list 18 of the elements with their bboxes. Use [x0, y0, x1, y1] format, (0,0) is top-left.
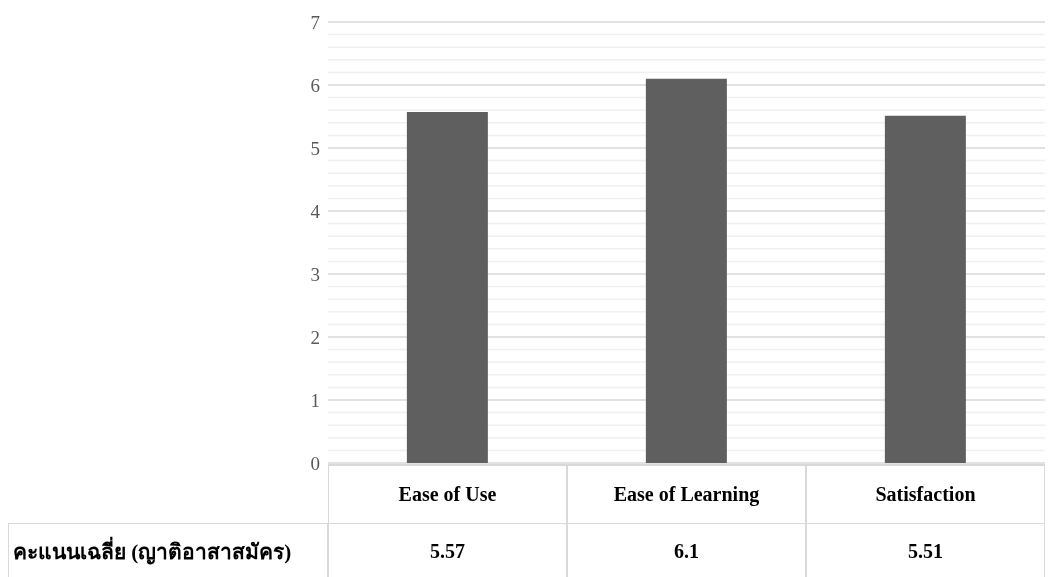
bar [406, 112, 488, 463]
data-label: 5.57 [328, 523, 567, 577]
data-label: 5.51 [806, 523, 1045, 577]
bar [884, 115, 966, 463]
y-tick-label: 6 [310, 74, 320, 96]
y-tick-label: 0 [310, 452, 320, 474]
x-tick-label: Ease of Use [328, 464, 567, 523]
x-tick-label: Satisfaction [806, 464, 1045, 523]
y-tick-label: 7 [310, 11, 320, 33]
data-label: 6.1 [567, 523, 806, 577]
text: คะแนนเฉลี่ย (ญาติอาสาสมัคร) [8, 523, 328, 577]
bar [645, 78, 727, 463]
y-tick-label: 3 [310, 263, 320, 285]
y-tick-label: 2 [310, 326, 320, 348]
x-tick-label: Ease of Learning [567, 464, 806, 523]
y-tick-label: 1 [310, 389, 320, 411]
y-tick-label: 5 [310, 137, 320, 159]
y-tick-label: 4 [310, 200, 321, 222]
